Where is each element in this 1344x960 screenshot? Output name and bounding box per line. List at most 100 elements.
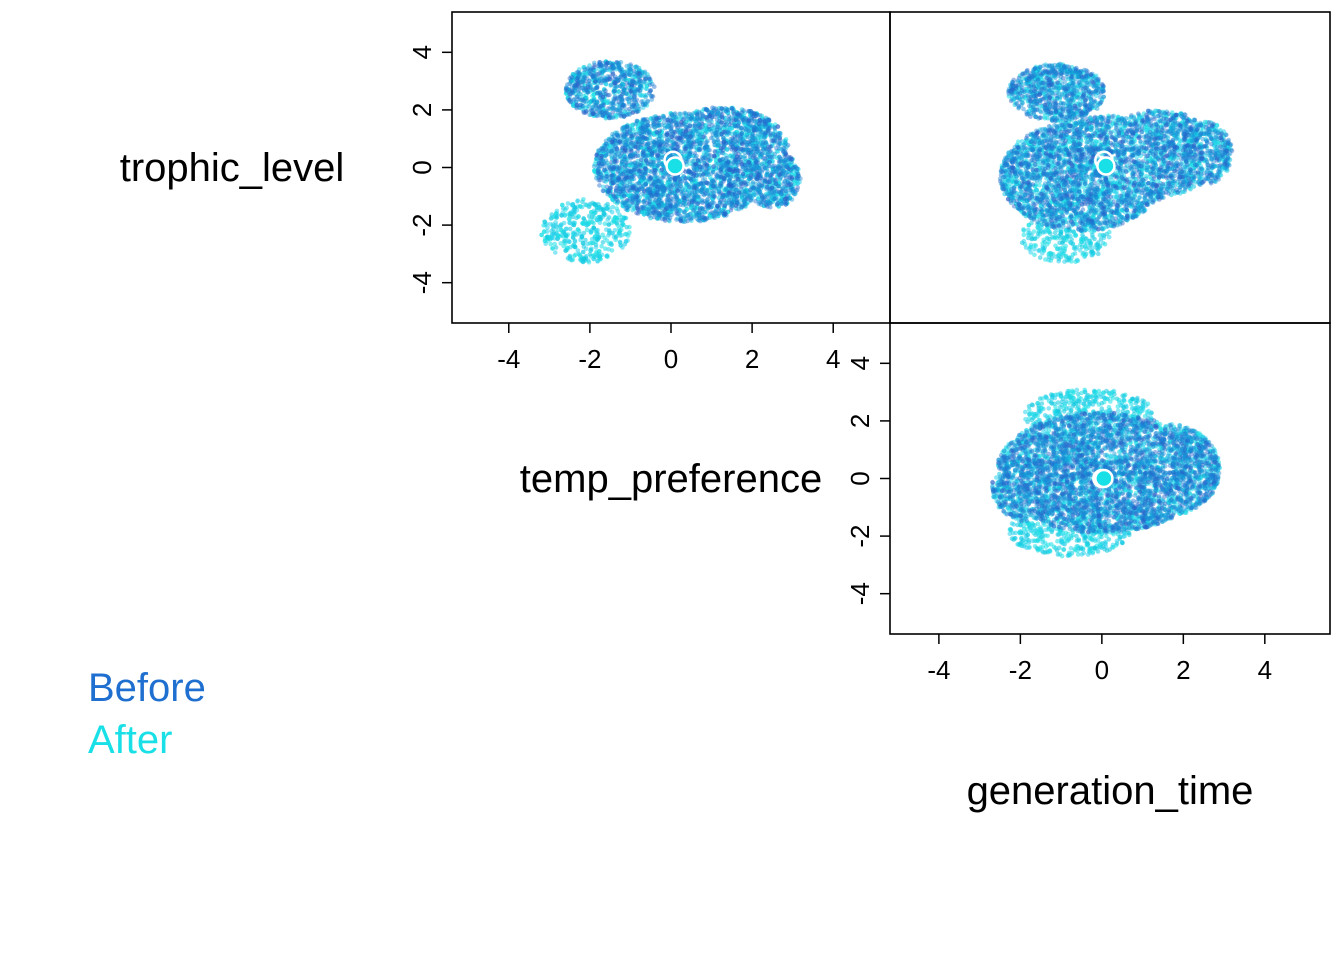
before-point bbox=[1170, 188, 1176, 194]
after-point bbox=[1076, 186, 1082, 192]
before-point bbox=[1019, 156, 1024, 162]
before-point bbox=[1065, 71, 1070, 77]
after-point bbox=[1084, 183, 1090, 189]
before-point bbox=[1140, 159, 1146, 164]
after-point bbox=[1053, 170, 1058, 176]
after-point bbox=[1035, 148, 1040, 154]
after-point bbox=[1084, 140, 1089, 145]
after-point bbox=[1074, 206, 1080, 211]
before-point bbox=[1102, 220, 1108, 226]
before-point bbox=[1014, 179, 1019, 184]
after-point bbox=[1035, 143, 1040, 148]
after-point bbox=[1218, 128, 1223, 133]
after-point bbox=[1053, 117, 1059, 123]
before-point bbox=[1145, 153, 1150, 158]
before-point bbox=[1096, 134, 1102, 139]
before-point bbox=[1152, 116, 1157, 122]
after-point bbox=[1223, 140, 1228, 145]
after-point bbox=[1027, 111, 1032, 117]
after-point bbox=[1035, 85, 1040, 90]
after-point bbox=[1054, 235, 1059, 241]
after-point bbox=[1161, 144, 1167, 149]
after-point bbox=[1137, 189, 1142, 195]
after-point bbox=[1046, 111, 1051, 117]
before-point bbox=[1145, 160, 1150, 165]
after-point bbox=[1120, 208, 1125, 213]
after-point bbox=[1058, 231, 1064, 236]
after-point bbox=[1074, 94, 1079, 99]
after-point bbox=[1037, 178, 1043, 184]
after-point bbox=[1094, 123, 1099, 129]
before-point bbox=[1184, 143, 1189, 149]
after-point bbox=[1043, 95, 1049, 101]
after-point bbox=[1068, 188, 1073, 193]
after-point bbox=[1059, 101, 1064, 106]
after-point bbox=[1031, 229, 1037, 234]
after-point bbox=[1136, 112, 1142, 118]
var-label-temp-preference: temp_preference bbox=[520, 457, 822, 501]
after-point bbox=[1037, 226, 1042, 231]
before-point bbox=[1028, 139, 1034, 144]
after-point bbox=[1188, 168, 1193, 174]
before-point bbox=[1053, 75, 1058, 81]
after-point bbox=[1083, 236, 1089, 241]
after-point bbox=[1078, 132, 1084, 137]
after-point bbox=[1160, 109, 1166, 115]
after-point bbox=[1093, 138, 1098, 144]
before-point bbox=[1182, 164, 1188, 169]
after-point bbox=[1057, 190, 1063, 195]
before-point bbox=[1151, 165, 1157, 170]
before-point bbox=[1093, 210, 1098, 215]
before-point bbox=[1057, 61, 1063, 67]
before-point bbox=[1095, 78, 1101, 84]
after-point bbox=[1088, 96, 1093, 102]
after-point bbox=[1155, 113, 1161, 119]
after-point bbox=[1046, 105, 1052, 110]
before-point bbox=[1098, 99, 1104, 105]
after-point bbox=[1122, 182, 1128, 188]
after-point bbox=[1043, 62, 1048, 67]
after-point bbox=[1134, 154, 1139, 160]
after-point bbox=[1027, 230, 1033, 236]
before-point bbox=[1076, 189, 1082, 195]
after-point bbox=[1120, 188, 1126, 194]
after-point bbox=[1058, 247, 1063, 252]
before-point bbox=[1055, 201, 1061, 206]
after-point bbox=[1036, 65, 1042, 71]
before-point bbox=[1155, 141, 1161, 146]
after-point bbox=[1122, 139, 1128, 144]
after-point bbox=[1105, 123, 1111, 129]
before-point bbox=[1022, 89, 1027, 94]
before-point bbox=[1165, 160, 1171, 166]
after-point bbox=[1170, 157, 1176, 162]
after-point bbox=[1226, 152, 1231, 157]
after-point bbox=[1198, 163, 1204, 169]
after-point bbox=[1090, 83, 1096, 89]
after-point bbox=[1036, 248, 1041, 254]
after-point bbox=[1124, 163, 1130, 169]
before-point bbox=[1136, 158, 1141, 164]
after-point bbox=[1145, 199, 1150, 205]
after-point bbox=[1042, 126, 1048, 132]
after-point bbox=[1090, 232, 1095, 238]
after-point bbox=[1000, 179, 1005, 185]
after-point bbox=[1016, 192, 1022, 197]
before-point bbox=[1044, 110, 1049, 115]
after-point bbox=[1187, 162, 1193, 168]
after-point bbox=[1051, 163, 1057, 169]
after-point bbox=[1099, 97, 1105, 102]
after-point bbox=[1029, 216, 1034, 221]
after-point bbox=[1096, 179, 1102, 184]
before-point bbox=[1105, 115, 1111, 121]
after-point bbox=[1129, 148, 1134, 153]
after-point bbox=[1026, 222, 1032, 228]
after-point bbox=[1109, 134, 1115, 139]
after-point bbox=[1041, 144, 1047, 150]
after-point bbox=[1058, 210, 1064, 216]
after-point bbox=[1058, 114, 1063, 119]
after-point bbox=[1081, 98, 1086, 104]
before-point bbox=[1159, 186, 1164, 191]
before-point bbox=[1027, 211, 1033, 216]
after-point bbox=[1037, 127, 1043, 132]
